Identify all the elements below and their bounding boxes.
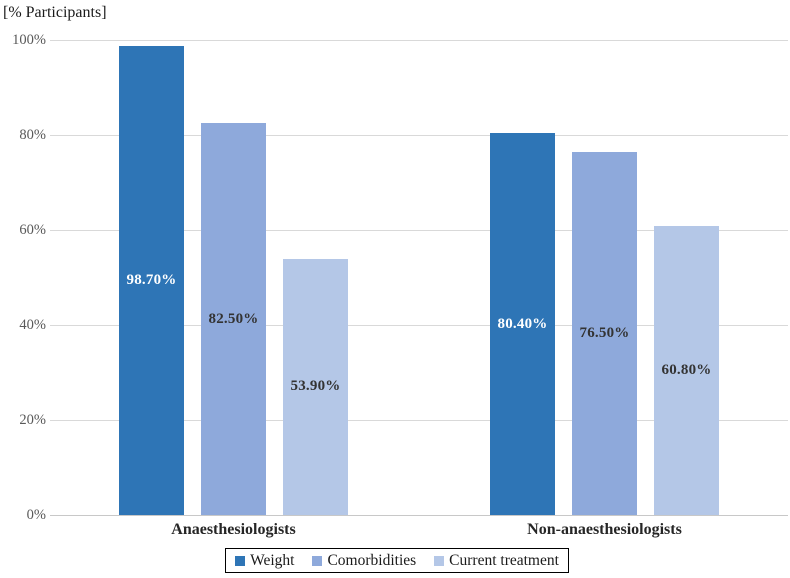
legend-swatch-comorbidities (312, 555, 323, 566)
x-axis-line (50, 515, 788, 516)
y-axis-title: [% Participants] (3, 4, 107, 21)
y-tick-label-100%: 100% (12, 32, 46, 48)
gridline-60% (50, 230, 788, 231)
y-tick-label-80%: 80% (19, 127, 46, 143)
bar-value-label: 60.80% (661, 362, 712, 379)
legend: Weight Comorbidities Current treatment (225, 548, 569, 573)
gridline-100% (50, 40, 788, 41)
y-tick-label-0%: 0% (26, 507, 46, 523)
bar-weight-non-anaesthesiologists: 80.40% (490, 133, 555, 515)
bar-value-label: 80.40% (497, 315, 548, 332)
legend-label-current-treatment: Current treatment (449, 551, 559, 569)
legend-label-comorbidities: Comorbidities (327, 551, 417, 569)
legend-item-current-treatment: Current treatment (434, 552, 559, 570)
legend-swatch-current-treatment (434, 555, 445, 566)
bar-value-label: 98.70% (126, 272, 177, 289)
gridline-20% (50, 420, 788, 421)
legend-item-weight: Weight (235, 552, 294, 570)
y-tick-label-20%: 20% (19, 412, 46, 428)
bar-value-label: 53.90% (290, 378, 341, 395)
category-label-anaesthesiologists: Anaesthesiologists (171, 521, 296, 538)
bar-comorbidities-non-anaesthesiologists: 76.50% (572, 151, 637, 515)
legend-label-weight: Weight (250, 551, 295, 569)
y-tick-label-60%: 60% (19, 222, 46, 238)
bar-value-label: 82.50% (208, 310, 259, 327)
category-label-non-anaesthesiologists: Non-anaesthesiologists (527, 521, 682, 538)
bar-value-label: 76.50% (579, 324, 630, 341)
legend-swatch-weight (235, 555, 246, 566)
y-tick-label-40%: 40% (19, 317, 46, 333)
legend-item-comorbidities: Comorbidities (312, 552, 416, 570)
bar-comorbidities-anaesthesiologists: 82.50% (201, 123, 266, 515)
gridline-40% (50, 325, 788, 326)
bar-weight-anaesthesiologists: 98.70% (119, 46, 184, 515)
bar-current-treatment-non-anaesthesiologists: 60.80% (654, 226, 719, 515)
bar-current-treatment-anaesthesiologists: 53.90% (283, 258, 348, 515)
gridline-80% (50, 135, 788, 136)
